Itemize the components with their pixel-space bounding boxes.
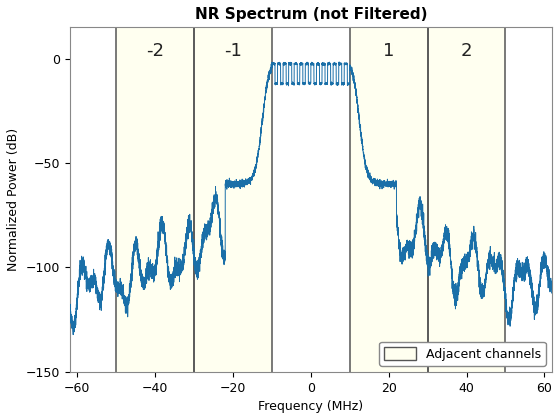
Bar [116,27,194,372]
Y-axis label: Normalized Power (dB): Normalized Power (dB) [7,128,20,271]
Legend: Adjacent channels: Adjacent channels [380,342,546,365]
Bar [194,27,272,372]
Title: NR Spectrum (not Filtered): NR Spectrum (not Filtered) [195,7,427,22]
Text: -2: -2 [146,42,164,60]
Bar [350,27,428,372]
X-axis label: Frequency (MHz): Frequency (MHz) [258,400,363,413]
Bar [428,27,506,372]
Text: -1: -1 [224,42,242,60]
Text: 1: 1 [383,42,394,60]
Text: 2: 2 [461,42,472,60]
